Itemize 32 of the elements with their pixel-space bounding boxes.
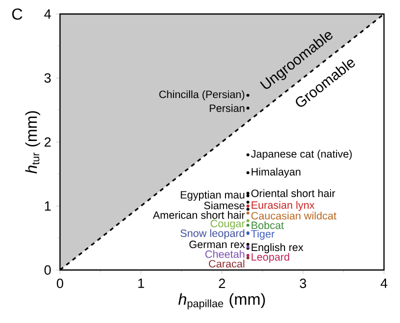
series-label: Eurasian lynx [252, 201, 315, 211]
series-label: Cougar [210, 220, 245, 230]
series-label: English rex [252, 243, 304, 254]
series-label: American short hair [152, 211, 245, 219]
series-label: Chincilla (Persian) [159, 90, 244, 100]
series-label: Tiger [251, 230, 274, 240]
series-label: Cheetah [205, 250, 244, 258]
y-tick-label: 4 [44, 9, 51, 19]
series-label: Oriental short hair [251, 189, 336, 198]
x-tick-label: 2 [218, 278, 226, 288]
y-tick-label: 3 [44, 73, 51, 83]
x-tick-label: 4 [380, 278, 388, 288]
series-label: Egyptian mau [180, 190, 244, 201]
series-label: Caracal [208, 260, 244, 268]
series-label: Bobcat [252, 221, 284, 230]
series-label: Caucasian wildcat [251, 212, 336, 220]
x-tick-label: 3 [300, 278, 306, 288]
series-label: Leopard [252, 252, 290, 263]
series-label: Japanese cat (native) [251, 150, 352, 160]
y-tick-label: 1 [44, 201, 51, 211]
y-tick-label: 0 [44, 265, 51, 275]
text: C [12, 8, 22, 20]
y-tick-label: 2 [44, 137, 51, 147]
x-tick-label: 1 [138, 278, 144, 288]
x-tick-label: 0 [56, 278, 64, 288]
series-label: German rex [189, 240, 245, 248]
series-label: Himalayan [252, 168, 300, 178]
y-axis-title: h$_{tur}$ (mm) [25, 111, 40, 174]
series-label: Snow leopard [180, 229, 244, 240]
series-label: Siamese [204, 201, 245, 210]
x-axis-title: h$_{papillae}$ (mm) [178, 293, 265, 310]
series-label: Persian [210, 104, 244, 112]
